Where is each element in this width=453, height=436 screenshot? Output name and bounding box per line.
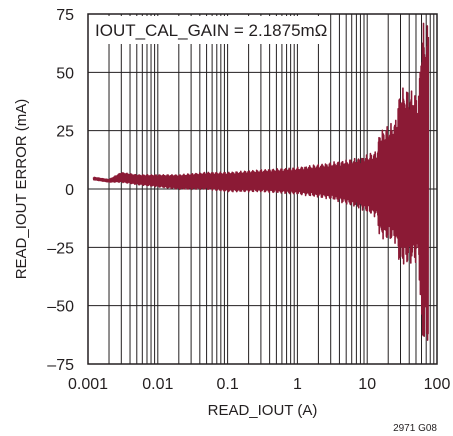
series-read-iout-error [92, 22, 430, 341]
y-tick-labels: 75 50 25 0 –25 –50 –75 [47, 7, 74, 374]
x-tick-label: 1 [293, 376, 302, 393]
y-tick-label: –25 [47, 240, 74, 257]
y-tick-label: 0 [65, 182, 74, 199]
y-tick-label: 25 [56, 124, 74, 141]
x-axis-label: READ_IOUT (A) [208, 402, 318, 419]
x-tick-label: 0.01 [142, 376, 173, 393]
figure-code: 2971 G08 [393, 423, 437, 434]
x-tick-label: 10 [358, 376, 376, 393]
annotation-iout-cal-gain: IOUT_CAL_GAIN = 2.1875mΩ [95, 21, 327, 40]
y-tick-label: 75 [56, 7, 74, 24]
x-tick-label: 0.001 [68, 376, 108, 393]
x-tick-label: 100 [424, 376, 451, 393]
x-tick-label: 0.1 [216, 376, 238, 393]
x-tick-labels: 0.001 0.01 0.1 1 10 100 [68, 376, 450, 393]
y-tick-label: –50 [47, 299, 74, 316]
y-tick-label: –75 [47, 357, 74, 374]
plot-frame [87, 13, 438, 365]
annotation-background [90, 16, 326, 44]
y-axis-label: READ_IOUT ERROR (mA) [13, 99, 30, 280]
series-line [92, 22, 430, 341]
y-tick-label: 50 [56, 65, 74, 82]
